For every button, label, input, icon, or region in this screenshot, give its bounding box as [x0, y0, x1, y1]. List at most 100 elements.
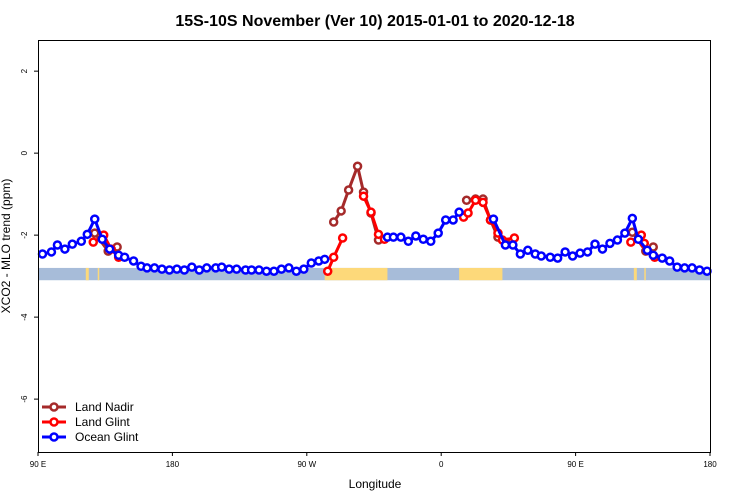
ocean-glint-point [545, 252, 555, 263]
legend-land-glint-label: Land Glint [75, 415, 130, 429]
ocean-glint-point [488, 214, 499, 224]
ocean-glint-point [440, 215, 451, 225]
ocean-glint-point [284, 263, 294, 273]
y-tick-label: 0 [20, 150, 29, 155]
chart-title: 15S-10S November (Ver 10) 2015-01-01 to … [175, 13, 574, 30]
ocean-glint-point [597, 244, 608, 254]
y-tick-label: -6 [20, 395, 29, 403]
x-tick-label: 90 E [30, 460, 46, 469]
ocean-glint-point [672, 262, 682, 272]
ocean-glint-point [149, 263, 160, 273]
land-nadir-point [343, 185, 354, 195]
legend-land-nadir-label: Land Nadir [75, 400, 134, 414]
ocean-glint-point [319, 254, 330, 265]
land-mask-segment [97, 267, 100, 281]
ocean-glint-point [187, 262, 197, 272]
ocean-glint-point [590, 239, 600, 249]
ocean-glint-point [567, 251, 578, 261]
ocean-glint-point [454, 207, 464, 217]
land-glint-point [366, 207, 376, 217]
y-tick-label: 2 [20, 68, 29, 73]
series-layer [37, 161, 712, 276]
land-glint-point [626, 237, 636, 247]
land-glint-point [337, 233, 348, 243]
ocean-glint-point [612, 235, 623, 245]
ocean-glint-point [388, 232, 399, 242]
ocean-glint-point [306, 258, 317, 268]
ocean-glint-point [664, 256, 675, 266]
ocean-glint-point [657, 253, 667, 263]
y-tick-label: -2 [20, 231, 29, 239]
y-axis-label: XCO2 - MLO trend (ppm) [0, 179, 13, 314]
ocean-glint-point [418, 234, 429, 244]
ocean-glint-point [575, 248, 585, 258]
ocean-glint-point [560, 247, 570, 257]
ocean-glint-point [142, 263, 152, 273]
plot-frame [38, 40, 711, 453]
land-nadir-line [332, 164, 380, 241]
y-tick-label: -4 [20, 313, 29, 321]
y-axis: 2 0 -2 -4 -6 [20, 68, 38, 403]
land-nadir-point [352, 161, 363, 172]
ocean-glint-point [291, 266, 302, 276]
ocean-glint-point [224, 264, 234, 274]
land-mask-segment [459, 267, 503, 281]
ocean-glint-point [411, 231, 421, 241]
ocean-glint-point [687, 263, 697, 273]
land-mask-segment [85, 267, 89, 281]
ocean-glint-point [104, 244, 115, 254]
ocean-glint-point [67, 239, 78, 249]
ocean-glint-point [500, 240, 511, 250]
land-glint-point [463, 208, 473, 218]
land-mask-segment [633, 267, 637, 281]
ocean-glint-point [679, 263, 690, 273]
land-glint-point [478, 197, 488, 208]
ocean-glint-point [76, 236, 87, 247]
ocean-glint-point [157, 264, 167, 274]
land-glint-point [358, 191, 369, 201]
x-tick-label: 180 [703, 460, 717, 469]
ocean-glint-point [425, 236, 436, 247]
ocean-glint-point [633, 234, 644, 244]
ocean-glint-point [515, 249, 526, 259]
ocean-glint-point [179, 265, 190, 275]
ocean-glint-point [536, 251, 547, 261]
legend-ocean-glint-marker [49, 432, 59, 442]
ocean-glint-point [605, 238, 615, 249]
ocean-glint-point [37, 249, 48, 259]
ocean-glint-point [128, 256, 139, 266]
ocean-glint-point [276, 264, 287, 274]
ocean-glint-point [552, 253, 563, 263]
ocean-glint-point [60, 244, 70, 254]
ocean-glint-point [523, 245, 533, 256]
ocean-glint-point [702, 266, 712, 276]
ocean-glint-point [694, 265, 705, 275]
land-glint-point [373, 229, 384, 240]
ocean-glint-point [508, 240, 518, 250]
ocean-glint-point [89, 214, 100, 224]
land-mask-segment [324, 267, 388, 281]
ocean-glint-point [52, 240, 63, 250]
ocean-glint-point [648, 250, 659, 260]
x-tick-label: 90 W [297, 460, 316, 469]
ocean-glint-point [254, 265, 264, 275]
x-tick-label: 180 [166, 460, 180, 469]
ocean-glint-point [119, 252, 130, 263]
ocean-glint-point [216, 262, 227, 272]
legend-land-nadir-marker [49, 402, 59, 412]
ocean-glint-point [97, 234, 107, 244]
land-glint-point [322, 266, 333, 276]
x-tick-label: 90 E [567, 460, 583, 469]
x-axis-label: Longitude [349, 477, 402, 491]
ocean-glint-point [620, 228, 630, 238]
land-glint-point [328, 252, 339, 263]
x-axis: 90 E 180 90 W 0 90 E 180 [30, 452, 717, 469]
ocean-glint-point [261, 266, 272, 276]
ocean-glint-point [396, 232, 406, 242]
ocean-glint-point [269, 266, 279, 276]
land-glint-point [470, 195, 481, 206]
ocean-glint-point [403, 236, 414, 247]
land-glint-point [88, 237, 99, 247]
ocean-glint-point [82, 229, 93, 240]
